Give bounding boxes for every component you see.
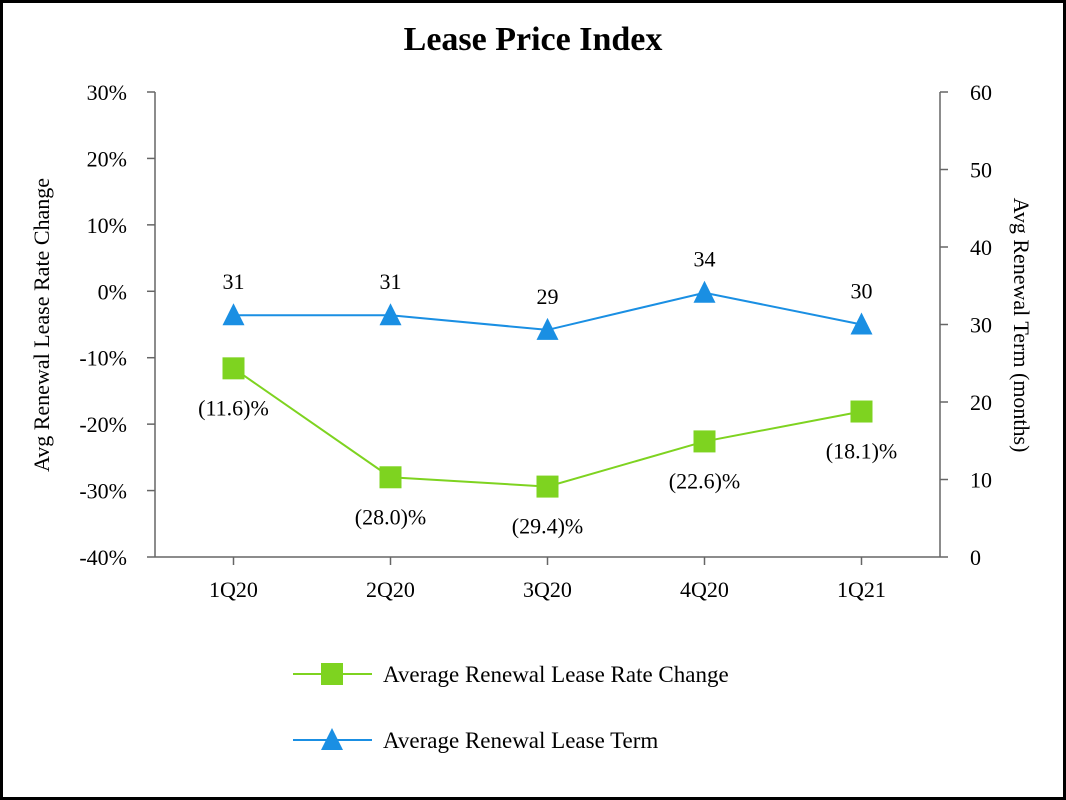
- axes: 30% 20% 10% 0% -10% -20% -30% -40% 60 50 40 30 20 10 0…: [79, 80, 992, 602]
- data-label: 29: [537, 284, 559, 309]
- data-label: 31: [380, 269, 402, 294]
- legend-label: Average Renewal Lease Rate Change: [383, 662, 729, 687]
- y-tick-label: 20%: [87, 146, 127, 171]
- data-point-marker: [222, 357, 245, 380]
- data-point-marker: [850, 400, 873, 423]
- legend-item: Average Renewal Lease Term: [293, 728, 658, 753]
- series-lease-term: 31 31 29 34 30: [222, 247, 873, 340]
- y-tick-label: -40%: [79, 545, 127, 570]
- y2-tick-label: 10: [970, 468, 992, 493]
- data-point-marker: [379, 466, 402, 489]
- x-tick-label: 2Q20: [366, 577, 415, 602]
- y2-tick-label: 50: [970, 158, 992, 183]
- data-label: 31: [223, 269, 245, 294]
- data-point-marker: [850, 312, 873, 335]
- series-line: [232, 367, 862, 488]
- y2-tick-label: 30: [970, 313, 992, 338]
- y-axis-title: Avg Renewal Lease Rate Change: [29, 178, 54, 472]
- data-point-marker: [536, 317, 559, 340]
- x-tick-label: 1Q21: [837, 577, 886, 602]
- y-tick-label: 10%: [87, 213, 127, 238]
- legend-marker: [321, 663, 343, 685]
- x-tick-label: 3Q20: [523, 577, 572, 602]
- data-point-marker: [536, 475, 559, 498]
- y2-tick-label: 40: [970, 235, 992, 260]
- data-label: 30: [851, 279, 873, 304]
- series-layer: (11.6)% (28.0)% (29.4)% (22.6)% (18.1)% 31 31 2…: [198, 247, 897, 539]
- data-point-marker: [222, 303, 245, 326]
- legend-item: Average Renewal Lease Rate Change: [293, 662, 729, 687]
- y2-axis-title: Avg Renewal Term (months): [1009, 198, 1034, 453]
- x-tick-label: 1Q20: [209, 577, 258, 602]
- data-point-marker: [693, 430, 716, 453]
- y-tick-label: 0%: [98, 279, 127, 304]
- chart-title: Lease Price Index: [404, 21, 663, 58]
- data-label: (11.6)%: [198, 395, 269, 420]
- legend-label: Average Renewal Lease Term: [383, 728, 658, 753]
- y2-tick-label: 0: [970, 545, 981, 570]
- data-label: (22.6)%: [669, 468, 740, 493]
- data-label: (18.1)%: [826, 439, 897, 464]
- y-tick-label: -10%: [79, 346, 127, 371]
- legend-marker: [321, 728, 343, 750]
- series-rate-change: (11.6)% (28.0)% (29.4)% (22.6)% (18.1)%: [198, 357, 897, 539]
- y-tick-label: -30%: [79, 479, 127, 504]
- data-label: (29.4)%: [512, 514, 583, 539]
- y2-tick-label: 60: [970, 80, 992, 105]
- x-tick-label: 4Q20: [680, 577, 729, 602]
- y-tick-label: -20%: [79, 412, 127, 437]
- legend: Average Renewal Lease Rate Change Average…: [293, 662, 729, 753]
- data-label: 34: [694, 247, 716, 272]
- y-tick-label: 30%: [87, 80, 127, 105]
- data-label: (28.0)%: [355, 504, 426, 529]
- data-point-marker: [379, 303, 402, 326]
- data-point-marker: [693, 280, 716, 303]
- y2-tick-label: 20: [970, 390, 992, 415]
